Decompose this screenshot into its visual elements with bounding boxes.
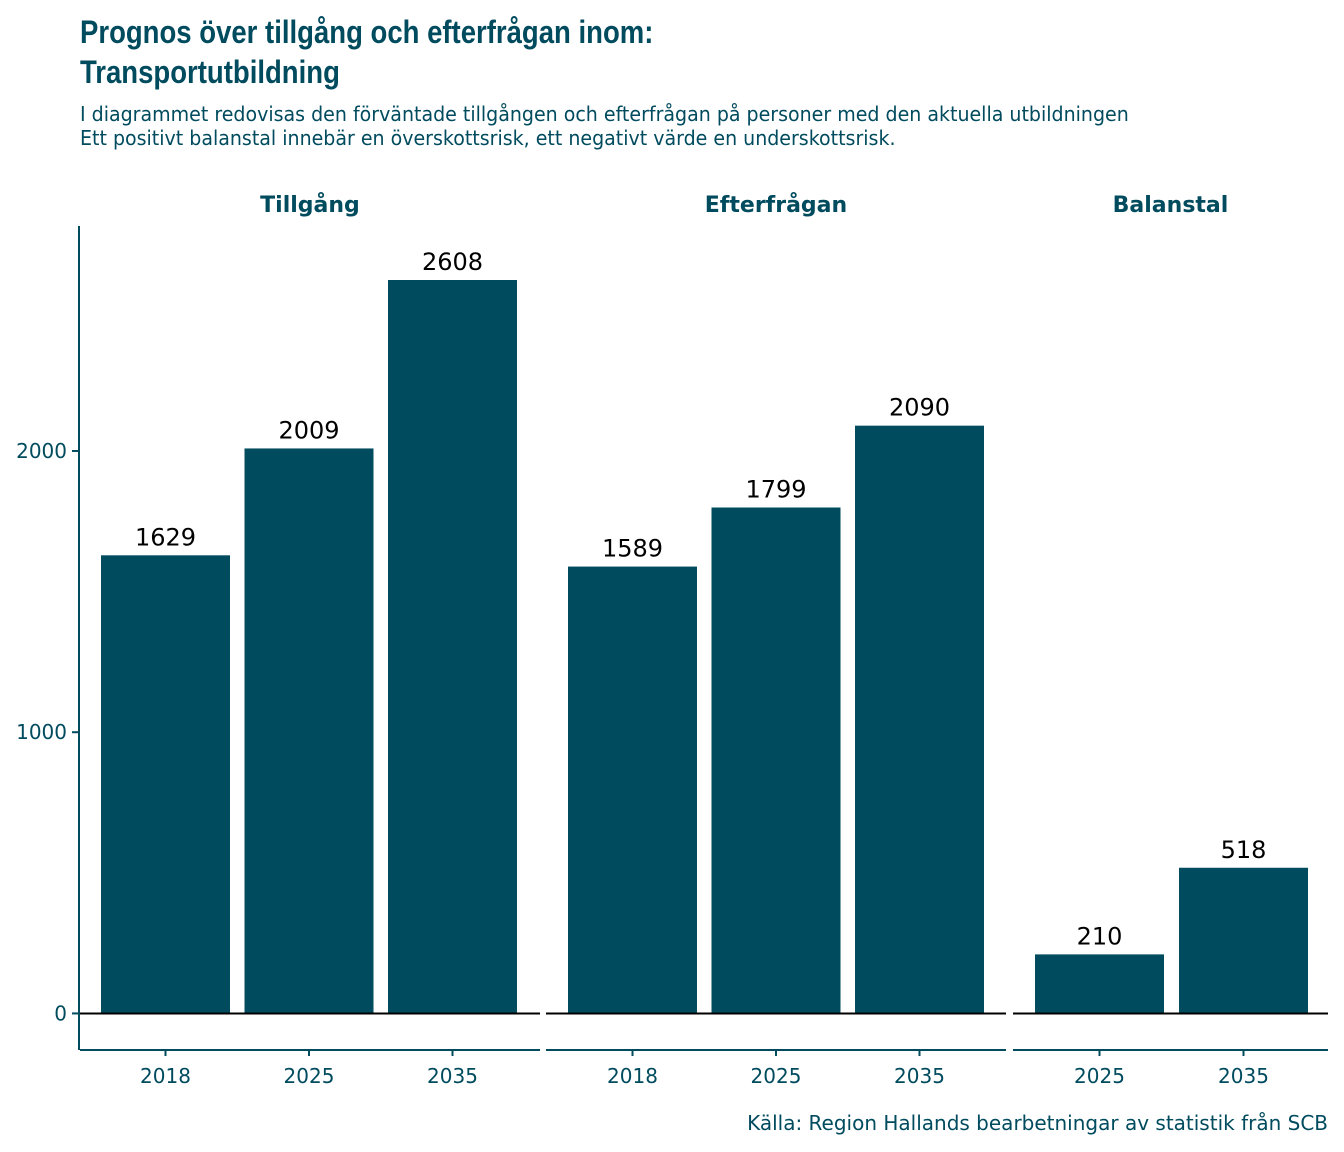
y-tick-label: 0	[54, 1001, 67, 1025]
data-label-balanstal-2025: 210	[1077, 922, 1123, 950]
y-tick-label: 2000	[16, 439, 67, 463]
chart-title: Prognos över tillgång och efterfrågan in…	[80, 12, 1112, 92]
chart-caption: Källa: Region Hallands bearbetningar av …	[747, 1111, 1328, 1135]
bar-tillgång-2025	[244, 448, 374, 1014]
data-label-tillgång-2035: 2608	[422, 248, 483, 276]
data-label-efterfrågan-2035: 2090	[889, 394, 950, 422]
x-tick-label-tillgång-2035: 2035	[427, 1064, 478, 1088]
facet-label-efterfrågan: Efterfrågan	[705, 192, 847, 218]
data-label-balanstal-2035: 518	[1221, 836, 1267, 864]
bar-tillgång-2018	[101, 555, 230, 1014]
data-label-tillgång-2025: 2009	[278, 416, 339, 444]
x-tick-label-efterfrågan-2035: 2035	[894, 1064, 945, 1088]
chart-subtitle-line-1: I diagrammet redovisas den förväntade ti…	[80, 102, 1129, 126]
facet-label-balanstal: Balanstal	[1113, 193, 1229, 218]
x-tick-label-efterfrågan-2018: 2018	[607, 1064, 658, 1088]
x-tick-label-tillgång-2018: 2018	[140, 1064, 191, 1088]
x-tick-label-balanstal-2025: 2025	[1074, 1064, 1125, 1088]
bar-efterfrågan-2025	[711, 507, 841, 1014]
x-tick-label-balanstal-2035: 2035	[1218, 1064, 1269, 1088]
y-tick-label: 1000	[16, 720, 67, 744]
bar-efterfrågan-2018	[568, 566, 697, 1014]
x-tick-label-efterfrågan-2025: 2025	[751, 1064, 802, 1088]
bar-balanstal-2025	[1035, 954, 1164, 1014]
chart-title-line-2: Transportutbildning	[80, 54, 340, 90]
chart-title-line-1: Prognos över tillgång och efterfrågan in…	[80, 14, 654, 50]
data-label-efterfrågan-2018: 1589	[602, 535, 663, 563]
bar-tillgång-2035	[388, 279, 517, 1014]
data-label-efterfrågan-2025: 1799	[745, 476, 806, 504]
chart-subtitle: I diagrammet redovisas den förväntade ti…	[80, 102, 1258, 150]
chart-subtitle-line-2: Ett positivt balanstal innebär en översk…	[80, 126, 896, 150]
x-tick-label-tillgång-2025: 2025	[284, 1064, 335, 1088]
bar-balanstal-2035	[1179, 867, 1308, 1014]
bar-efterfrågan-2035	[855, 425, 984, 1014]
data-label-tillgång-2018: 1629	[135, 523, 196, 551]
facet-label-tillgång: Tillgång	[260, 192, 360, 218]
